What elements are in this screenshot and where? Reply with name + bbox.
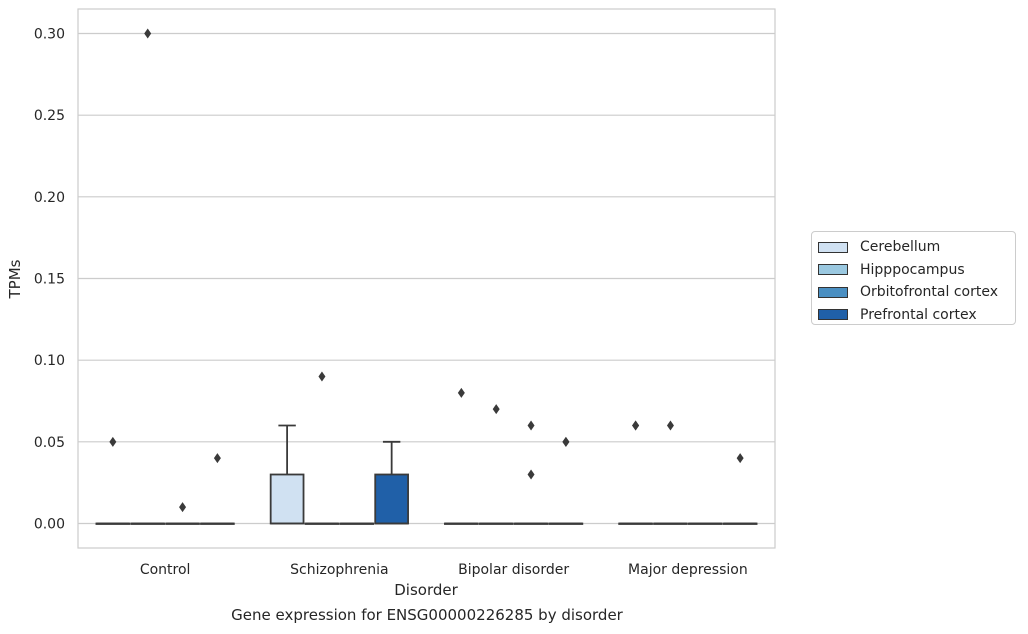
- box: [269, 473, 305, 525]
- outlier-point: [144, 28, 152, 39]
- box-group: [200, 453, 235, 525]
- x-tick-label: Schizophrenia: [290, 562, 388, 578]
- legend-item: Hipppocampus: [818, 259, 1015, 282]
- outlier-point: [492, 404, 500, 415]
- outlier-point: [527, 420, 535, 431]
- box-group: [687, 522, 723, 525]
- box-group: [548, 436, 584, 525]
- box: [374, 473, 409, 525]
- box-group: [722, 453, 758, 525]
- y-tick-labels: 0.00 0.05 0.10 0.15 0.20 0.25 0.30: [34, 27, 65, 533]
- legend-swatch: [818, 309, 848, 321]
- y-tick-label: 0.20: [34, 190, 65, 206]
- box-group: [513, 420, 549, 525]
- legend: Cerebellum Hipppocampus Orbitofrontal cort…: [811, 231, 1016, 325]
- legend-label: Prefrontal cortex: [860, 306, 977, 323]
- y-tick-label: 0.15: [34, 272, 65, 288]
- x-tick-label: Bipolar disorder: [458, 562, 569, 578]
- x-tick-label: Major depression: [628, 562, 748, 578]
- box-group: [130, 28, 166, 525]
- outlier-point: [736, 453, 744, 464]
- box-group: [269, 424, 305, 525]
- legend-swatch: [818, 241, 848, 253]
- outlier-point: [318, 371, 326, 382]
- legend-item: Orbitofrontal cortex: [818, 281, 1015, 304]
- legend-item: Cerebellum: [818, 236, 1015, 259]
- y-tick-label: 0.10: [34, 353, 65, 369]
- box-group: [653, 420, 688, 525]
- outlier-point: [213, 453, 221, 464]
- y-tick-label: 0.30: [34, 27, 65, 43]
- y-tick-label: 0.25: [34, 108, 65, 124]
- box-group: [444, 387, 479, 525]
- outlier-point: [562, 436, 570, 447]
- legend-label: Hipppocampus: [860, 261, 965, 278]
- outlier-point: [179, 502, 187, 513]
- outlier-point: [632, 420, 640, 431]
- box-group: [374, 440, 409, 525]
- legend-label: Orbitofrontal cortex: [860, 284, 998, 301]
- outlier-point: [527, 469, 535, 480]
- legend-label: Cerebellum: [860, 239, 941, 256]
- legend-item: Prefrontal cortex: [818, 304, 1015, 327]
- x-tick-label: Control: [140, 562, 191, 578]
- legend-swatch: [818, 286, 848, 298]
- y-axis-label: TPMs: [6, 259, 24, 299]
- box-group: [478, 404, 514, 525]
- y-tick-label: 0.00: [34, 517, 65, 533]
- box-group: [339, 522, 375, 525]
- figure-caption: Gene expression for ENSG00000226285 by d…: [231, 606, 623, 624]
- x-tick-labels: Control Schizophrenia Bipolar disorder Majo…: [140, 562, 748, 578]
- box-group: [95, 436, 131, 525]
- x-axis-label: Disorder: [394, 581, 458, 599]
- box-group: [618, 420, 653, 525]
- outlier-point: [457, 387, 465, 398]
- outlier-point: [109, 436, 117, 447]
- legend-swatch: [818, 264, 848, 276]
- box-group: [165, 502, 200, 525]
- y-tick-label: 0.05: [34, 435, 65, 451]
- box-marks: [95, 28, 758, 525]
- outlier-point: [666, 420, 674, 431]
- box-group: [304, 371, 340, 525]
